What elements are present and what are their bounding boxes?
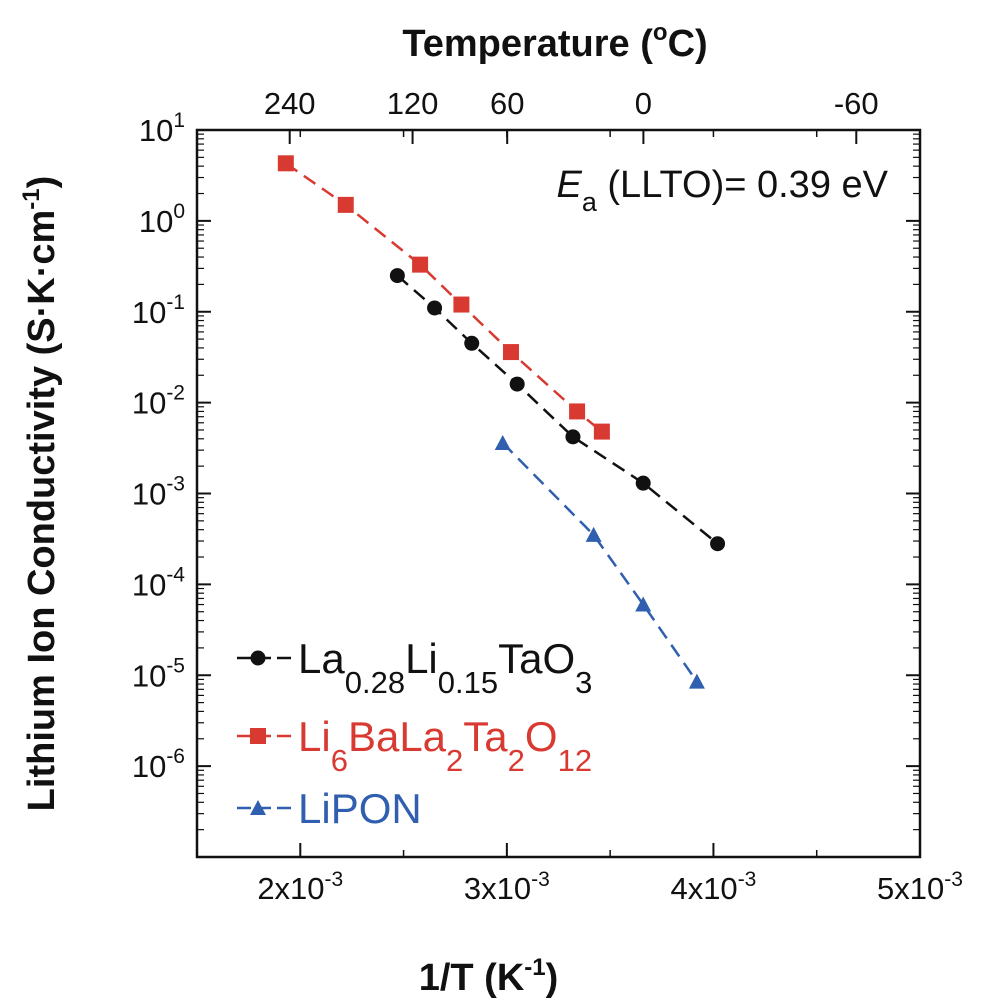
legend-marker — [250, 800, 266, 815]
legend-entry-2: LiPON — [237, 785, 422, 832]
x-tick-label: 4x10-3 — [670, 868, 756, 906]
x-tick-label: 2x10-3 — [257, 868, 343, 906]
data-point — [565, 429, 581, 445]
series-line — [396, 274, 719, 545]
data-point — [688, 673, 705, 689]
series-line — [285, 162, 603, 433]
y-tick-label: 100 — [139, 200, 185, 239]
top-tick-label: 0 — [635, 86, 652, 121]
data-point — [585, 526, 602, 542]
data-point — [635, 475, 651, 491]
y-tick-label: 10-2 — [132, 382, 185, 421]
data-point — [277, 155, 294, 172]
y-tick-label: 10-5 — [132, 654, 185, 693]
series-1 — [277, 155, 610, 440]
y-tick-label: 101 — [139, 109, 185, 148]
y-tick-label: 10-4 — [132, 563, 185, 602]
data-point — [453, 296, 470, 313]
data-point — [502, 344, 519, 361]
x-tick-label: 5x10-3 — [877, 868, 963, 906]
data-point — [412, 256, 429, 273]
data-point — [464, 335, 480, 351]
data-point — [569, 403, 586, 420]
data-point — [389, 268, 405, 284]
legend-marker — [250, 650, 266, 666]
data-point — [509, 376, 525, 392]
x-axis-title: 1/T (K-1) — [419, 954, 559, 999]
activation-energy-annotation: Ea (LLTO)= 0.39 eV — [556, 164, 888, 217]
data-point — [593, 423, 610, 440]
top-tick-label: 240 — [264, 86, 316, 121]
legend-entry-1: Li6BaLa2Ta2O12 — [237, 713, 592, 778]
x-tick-label: 3x10-3 — [464, 868, 550, 906]
data-point — [635, 596, 652, 612]
legend-label: La0.28Li0.15TaO3 — [298, 635, 592, 700]
data-point — [494, 434, 511, 450]
data-point — [337, 196, 354, 213]
top-tick-label: 120 — [387, 86, 439, 121]
legend-label: LiPON — [298, 785, 422, 832]
legend-entry-0: La0.28Li0.15TaO3 — [237, 635, 592, 700]
y-axis-title: Lithium Ion Conductivity (S·K·cm-1) — [18, 176, 63, 812]
series-2 — [494, 434, 705, 689]
y-tick-label: 10-1 — [132, 291, 185, 330]
series-0 — [389, 268, 726, 552]
y-tick-label: 10-6 — [132, 745, 185, 784]
top-axis-title: Temperature (oC) — [402, 19, 707, 65]
legend-label: Li6BaLa2Ta2O12 — [298, 713, 592, 778]
legend-marker — [250, 728, 266, 744]
top-tick-label: -60 — [834, 86, 879, 121]
data-point — [710, 536, 726, 552]
data-point — [427, 300, 443, 316]
y-tick-label: 10-3 — [132, 473, 185, 512]
top-tick-label: 60 — [490, 86, 524, 121]
